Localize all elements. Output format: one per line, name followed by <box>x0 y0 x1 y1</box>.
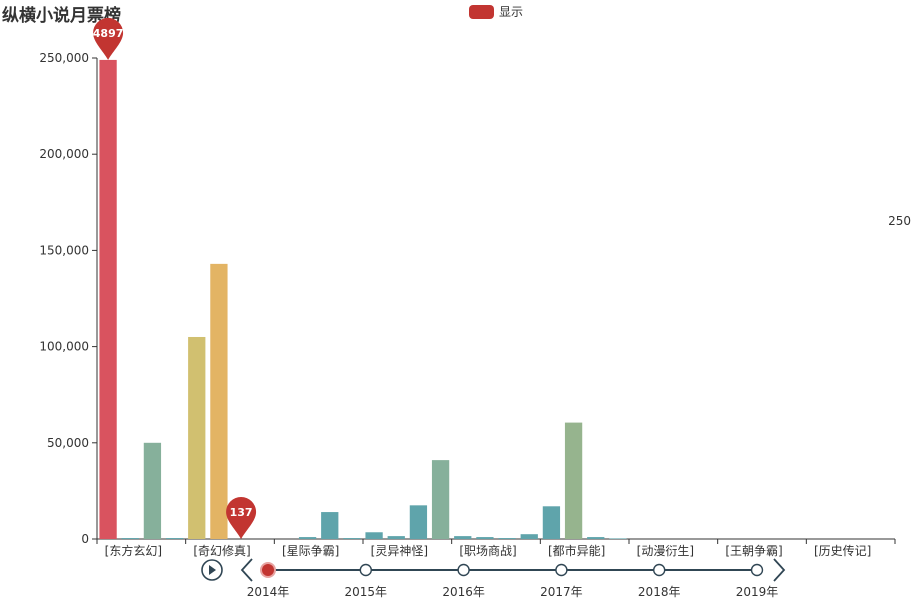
x-tick-label: [都市异能] <box>548 543 605 558</box>
y-tick-label: 200,000 <box>39 147 89 161</box>
bar <box>298 537 317 539</box>
bar <box>609 538 627 539</box>
x-tick-label: [东方玄幻] <box>105 543 162 558</box>
mark-point-label: 4897 <box>93 27 124 40</box>
bar <box>143 442 162 539</box>
timeline-label[interactable]: 2015年 <box>345 585 388 599</box>
x-tick-label: [灵异神怪] <box>371 544 428 558</box>
bar <box>188 336 206 539</box>
timeline-label[interactable]: 2017年 <box>540 585 583 599</box>
bar <box>99 59 117 539</box>
bar <box>520 534 538 539</box>
bar <box>409 505 428 539</box>
bar <box>343 538 361 539</box>
timeline-point[interactable] <box>750 563 764 577</box>
bar <box>587 537 605 539</box>
x-tick-label: [动漫衍生] <box>637 544 694 558</box>
bar <box>365 532 383 539</box>
bar <box>498 538 516 539</box>
legend-label: 显示 <box>499 5 524 19</box>
y-tick-label: 50,000 <box>47 436 89 450</box>
prev-arrow-icon[interactable] <box>240 558 253 582</box>
next-arrow-icon[interactable] <box>773 558 786 582</box>
bar <box>454 536 472 539</box>
mark-point-pin[interactable] <box>226 497 257 539</box>
mark-point-pin[interactable] <box>93 17 124 60</box>
y-tick-label: 150,000 <box>39 243 89 257</box>
x-tick-label: [职场商战] <box>459 543 516 558</box>
play-icon <box>209 565 216 575</box>
bar <box>210 263 228 539</box>
timeline-label[interactable]: 2016年 <box>442 585 485 599</box>
x-tick-label: [王朝争霸] <box>725 544 782 558</box>
timeline-point[interactable] <box>457 563 470 577</box>
y-tick-label: 0 <box>81 532 89 546</box>
legend-item[interactable]: 显示 <box>469 3 523 20</box>
timeline-current-point[interactable] <box>262 564 274 576</box>
chart-title: 纵横小说月票榜 <box>2 6 121 26</box>
bar <box>121 538 139 539</box>
bar <box>321 512 339 539</box>
legend-swatch <box>469 4 494 19</box>
bar <box>476 537 494 539</box>
mark-point-label: 137 <box>230 506 253 519</box>
timeline-point[interactable] <box>555 563 568 577</box>
bar <box>542 506 561 539</box>
x-tick-label: [奇幻修真] <box>193 543 250 558</box>
y-tick-label: 100,000 <box>39 340 89 354</box>
bar <box>165 538 184 539</box>
timeline-point[interactable] <box>653 563 666 577</box>
bar <box>431 460 450 539</box>
bar <box>387 536 405 539</box>
timeline-label[interactable]: 2018年 <box>638 585 681 599</box>
side-label: 250 <box>888 214 911 228</box>
x-tick-label: [星际争霸] <box>282 544 339 558</box>
timeline-label[interactable]: 2014年 <box>247 585 290 599</box>
timeline-label[interactable]: 2019年 <box>736 585 779 599</box>
x-tick-label: [历史传记] <box>814 543 871 558</box>
bar <box>564 422 583 539</box>
timeline-point[interactable] <box>359 563 372 577</box>
y-tick-label: 250,000 <box>39 51 89 65</box>
